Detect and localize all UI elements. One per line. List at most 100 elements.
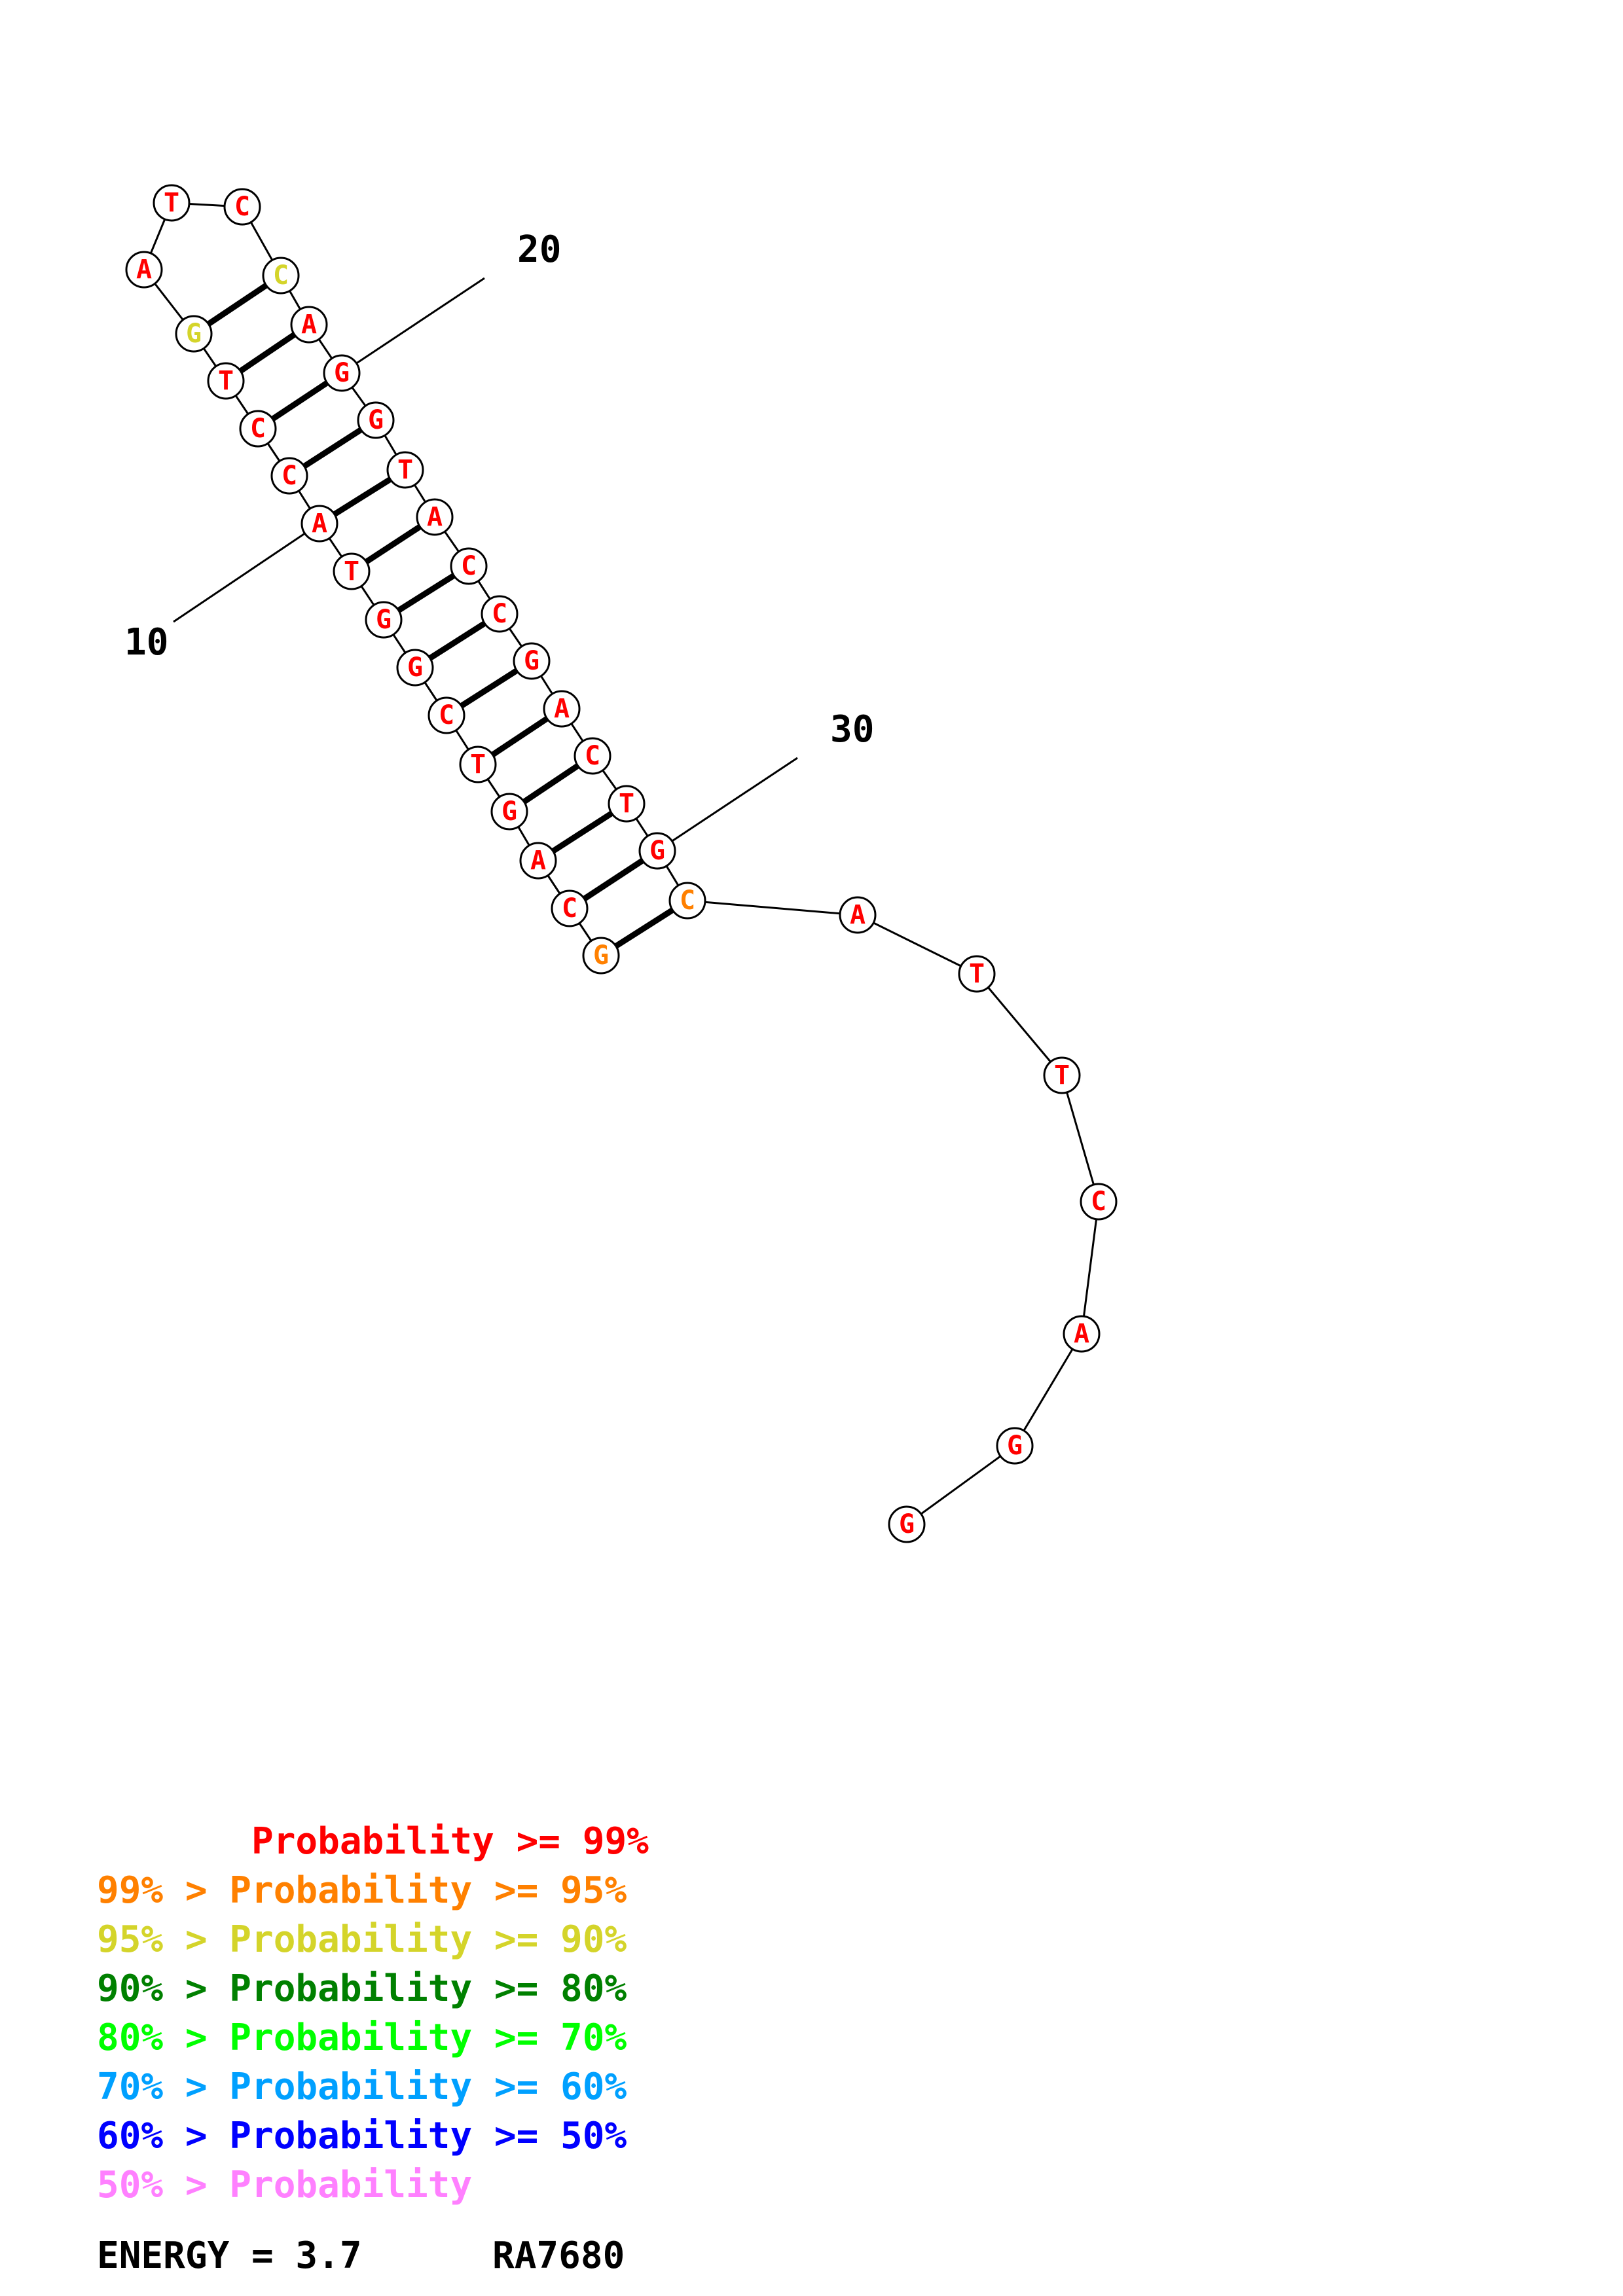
probability-legend: Probability >= 99% 99% > Probability >= 9… [97, 1820, 649, 2206]
nucleotide-circle [262, 257, 300, 295]
nucleotide-base: G [1007, 1431, 1023, 1461]
nucleotide-base: A [554, 694, 570, 724]
base-pair-bond [522, 763, 580, 804]
nucleotide-circle [551, 889, 589, 927]
backbone-segment [976, 973, 1063, 1076]
backbone-lines [143, 202, 1100, 1526]
legend-row: 95% > Probability >= 90% [97, 1918, 627, 1961]
nucleotide-circle [270, 457, 308, 495]
nucleotide: C [270, 457, 308, 495]
nucleotide: G [365, 601, 403, 639]
nucleotide: T [333, 552, 371, 590]
nucleotide-base: G [376, 605, 392, 635]
base-pair-bond [491, 716, 549, 757]
nucleotide-base: G [407, 653, 423, 683]
nucleotide-circle [490, 793, 528, 831]
base-pair-bond [206, 283, 268, 327]
index-leader-line [341, 277, 485, 374]
nucleotide: C [428, 696, 465, 734]
index-leader-line [657, 757, 798, 852]
nucleotide: T [958, 955, 996, 993]
nucleotide: A [301, 505, 338, 543]
nucleotide: G [888, 1505, 926, 1543]
nucleotide-base: A [530, 846, 546, 876]
nucleotide-base: C [562, 893, 577, 924]
nucleotide-base: C [282, 461, 297, 491]
nucleotide: G [490, 793, 528, 831]
nucleotide-base: C [461, 551, 477, 581]
nucleotide: G [638, 832, 676, 870]
nucleotide-base: C [439, 700, 454, 730]
nucleotide-circle [459, 745, 497, 783]
nucleotide-circle [582, 937, 620, 975]
nucleotide-circle [125, 251, 163, 289]
backbone-segment [687, 899, 858, 916]
nucleotide-base: A [301, 310, 317, 340]
legend-row: 90% > Probability >= 80% [97, 1967, 627, 2010]
base-pair-bond [428, 620, 486, 661]
base-pair-bond [302, 427, 363, 469]
nucleotide-base: G [334, 358, 350, 388]
nucleotide-circle [323, 354, 361, 392]
nucleotide: T [459, 745, 497, 783]
nucleotide: C [668, 882, 706, 920]
nucleotide-base: G [368, 405, 384, 435]
nucleotide-base: T [619, 789, 634, 819]
nucleotide-circle [958, 955, 996, 993]
nucleotide: C [481, 595, 519, 633]
legend-row: Probability >= 99% [97, 1820, 649, 1863]
base-pair-bond [583, 858, 644, 901]
nucleotide: T [608, 785, 646, 823]
nucleotide: A [519, 842, 557, 880]
nucleotide-circle [153, 184, 191, 222]
base-pair-bond [460, 668, 519, 709]
nucleotide-base: G [649, 836, 665, 866]
nucleotide-base: G [593, 941, 609, 971]
nucleotide-circle [416, 498, 454, 536]
nucleotide: T [153, 184, 191, 222]
index-label: 30 [830, 708, 874, 751]
nucleotide-circle [839, 896, 877, 934]
nucleotide-circle [175, 315, 213, 353]
nucleotide: C [551, 889, 589, 927]
nucleotide-circle [513, 642, 551, 680]
nucleotide-base: T [218, 366, 234, 396]
nucleotide-base: A [850, 900, 866, 930]
nucleotide: C [1080, 1183, 1118, 1221]
nucleotide-circle [608, 785, 646, 823]
nucleotide-base: A [136, 255, 152, 285]
nucleotide: A [839, 896, 877, 934]
backbone-segment [1013, 1333, 1083, 1446]
energy-label: ENERGY = 3.7 [97, 2234, 362, 2277]
nucleotide-circle [888, 1505, 926, 1543]
nucleotide: T [207, 362, 245, 400]
nucleotide: T [386, 451, 424, 489]
nucleotide-base: T [344, 556, 359, 586]
nucleotide-base: G [186, 319, 202, 349]
base-pair-bond [551, 810, 613, 854]
legend-row: 60% > Probability >= 50% [97, 2115, 627, 2157]
nucleotide-circle [365, 601, 403, 639]
backbone-segment [906, 1444, 1015, 1526]
nucleotide: A [416, 498, 454, 536]
nucleotide-base: C [680, 886, 695, 916]
backbone-segment [857, 914, 977, 975]
nucleotide-base: T [397, 455, 413, 485]
nucleotide-base: T [969, 959, 985, 989]
nucleotide: G [996, 1427, 1034, 1465]
nucleotide-base: A [1074, 1319, 1089, 1349]
nucleotide: A [125, 251, 163, 289]
nucleotide-base: G [524, 646, 539, 676]
nucleotide-circle [543, 690, 581, 728]
nucleotide-circle [386, 451, 424, 489]
nucleotide: T [1043, 1056, 1081, 1094]
nucleotide-base: G [899, 1509, 915, 1539]
nucleotide: A [290, 306, 328, 344]
backbone-segment [1061, 1075, 1100, 1202]
nucleotide-base: C [1091, 1187, 1106, 1217]
nucleotide-circle [239, 410, 277, 448]
nucleotide-base: T [164, 188, 179, 218]
structure-name: RA7680 [492, 2234, 625, 2277]
nucleotide-circle [481, 595, 519, 633]
